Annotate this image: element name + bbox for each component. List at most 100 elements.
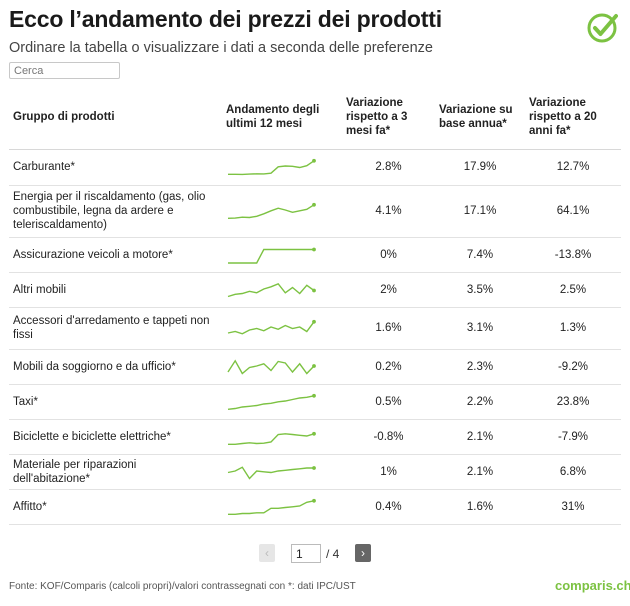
- sparkline-end-point: [312, 319, 316, 324]
- sparkline-line: [228, 499, 315, 515]
- sparkline-line: [227, 358, 315, 375]
- search-input[interactable]: [9, 62, 120, 79]
- sparkline-end-point: [312, 498, 316, 503]
- sparkline-end-point: [312, 158, 316, 163]
- change-20y-cell: -9.2%: [525, 349, 621, 385]
- sparkline-line: [227, 465, 314, 480]
- sparkline-line: [227, 282, 315, 297]
- sparkline-end-point: [312, 288, 316, 292]
- sparkline-end-point: [312, 393, 316, 398]
- trend-sparkline: [228, 247, 316, 264]
- sparkline-line: [227, 321, 315, 335]
- change-20y-cell: -13.8%: [525, 237, 621, 273]
- trend-sparkline-cell: [222, 237, 342, 273]
- trend-sparkline: [228, 158, 316, 176]
- change-20y-cell: 23.8%: [525, 384, 621, 420]
- trend-sparkline-cell: [222, 307, 342, 350]
- change-3m-cell: 1%: [342, 454, 435, 490]
- page-number-input[interactable]: [291, 544, 321, 563]
- table-body: Carburante* 2.8% 17.9% 12.7% Energia per il …: [9, 149, 621, 525]
- change-3m-cell: 2.8%: [342, 149, 435, 186]
- change-20y-cell: 6.8%: [525, 454, 621, 490]
- next-page-button[interactable]: ›: [355, 544, 371, 562]
- change-year-cell: 7.4%: [435, 237, 525, 273]
- change-20y-cell: 12.7%: [525, 149, 621, 186]
- product-group-cell: Energia per il riscaldamento (gas, olio …: [9, 185, 222, 238]
- trend-sparkline: [227, 465, 316, 480]
- page-total: / 4: [326, 547, 340, 561]
- price-table: Gruppo di prodotti Andamento degli ultim…: [9, 86, 621, 525]
- change-3m-cell: 4.1%: [342, 185, 435, 238]
- sparkline-line: [228, 432, 315, 445]
- change-20y-cell: 1.3%: [525, 307, 621, 350]
- product-group-cell: Altri mobili: [9, 272, 222, 308]
- trend-sparkline: [228, 431, 316, 445]
- product-group-cell: Carburante*: [9, 149, 222, 186]
- sparkline-end-point: [312, 202, 316, 207]
- change-3m-cell: 1.6%: [342, 307, 435, 350]
- product-group-cell: Taxi*: [9, 384, 222, 420]
- table-row: Materiale per riparazioni dell'abitazion…: [9, 454, 621, 490]
- change-3m-cell: 0.5%: [342, 384, 435, 420]
- product-group-cell: Materiale per riparazioni dell'abitazion…: [9, 454, 222, 490]
- sparkline-end-point: [312, 465, 316, 470]
- change-20y-cell: 64.1%: [525, 185, 621, 238]
- change-3m-cell: 0.4%: [342, 489, 435, 525]
- change-3m-cell: -0.8%: [342, 419, 435, 455]
- change-3m-cell: 0%: [342, 237, 435, 273]
- change-year-cell: 17.1%: [435, 185, 525, 238]
- sparkline-line: [227, 394, 315, 410]
- checkmark-circle-icon: [587, 13, 618, 43]
- sparkline-end-point: [312, 363, 316, 368]
- table-row: Altri mobili 2% 3.5% 2.5%: [9, 272, 621, 308]
- trend-sparkline-cell: [222, 272, 342, 308]
- trend-sparkline: [227, 358, 316, 375]
- sparkline-end-point: [312, 431, 316, 436]
- change-20y-cell: -7.9%: [525, 419, 621, 455]
- trend-sparkline-cell: [222, 185, 342, 238]
- column-header-group[interactable]: Gruppo di prodotti: [9, 86, 222, 150]
- trend-sparkline-cell: [222, 384, 342, 420]
- trend-sparkline: [227, 202, 316, 219]
- trend-sparkline: [227, 319, 316, 335]
- column-header-change-3m[interactable]: Variazione rispetto a 3 mesi fa*: [342, 86, 435, 150]
- sparkline-line: [228, 248, 314, 264]
- product-group-cell: Biciclette e biciclette elettriche*: [9, 419, 222, 455]
- table-row: Assicurazione veicoli a motore* 0% 7.4% -13…: [9, 237, 621, 273]
- table-row: Carburante* 2.8% 17.9% 12.7%: [9, 149, 621, 186]
- change-year-cell: 3.5%: [435, 272, 525, 308]
- table-row: Taxi* 0.5% 2.2% 23.8%: [9, 384, 621, 420]
- product-group-cell: Mobili da soggiorno e da ufficio*: [9, 349, 222, 385]
- page-title: Ecco l’andamento dei prezzi dei prodotti: [9, 6, 442, 32]
- table-header-row: Gruppo di prodotti Andamento degli ultim…: [9, 86, 621, 150]
- sparkline-end-point: [312, 247, 316, 251]
- change-year-cell: 17.9%: [435, 149, 525, 186]
- column-header-trend[interactable]: Andamento degli ultimi 12 mesi: [222, 86, 342, 150]
- change-year-cell: 2.2%: [435, 384, 525, 420]
- table-row: Biciclette e biciclette elettriche* -0.8%…: [9, 419, 621, 455]
- trend-sparkline-cell: [222, 149, 342, 186]
- previous-page-button[interactable]: ‹: [259, 544, 275, 562]
- trend-sparkline-cell: [222, 489, 342, 525]
- column-header-change-year[interactable]: Variazione su base annua*: [435, 86, 525, 150]
- change-year-cell: 2.3%: [435, 349, 525, 385]
- table-row: Affitto* 0.4% 1.6% 31%: [9, 489, 621, 525]
- trend-sparkline-cell: [222, 419, 342, 455]
- change-3m-cell: 2%: [342, 272, 435, 308]
- product-group-cell: Assicurazione veicoli a motore*: [9, 237, 222, 273]
- page-subtitle: Ordinare la tabella o visualizzare i dat…: [9, 40, 433, 56]
- pagination: ‹ / 4 ›: [0, 544, 630, 564]
- trend-sparkline-cell: [222, 454, 342, 490]
- change-20y-cell: 31%: [525, 489, 621, 525]
- change-20y-cell: 2.5%: [525, 272, 621, 308]
- trend-sparkline: [227, 282, 316, 297]
- table-row: Accessori d'arredamento e tappeti non fi…: [9, 307, 621, 350]
- change-year-cell: 3.1%: [435, 307, 525, 350]
- change-year-cell: 2.1%: [435, 419, 525, 455]
- source-note: Fonte: KOF/Comparis (calcoli propri)/val…: [9, 581, 356, 592]
- change-year-cell: 1.6%: [435, 489, 525, 525]
- column-header-change-20y[interactable]: Variazione rispetto a 20 anni fa*: [525, 86, 621, 150]
- product-group-cell: Affitto*: [9, 489, 222, 525]
- trend-sparkline: [228, 498, 316, 515]
- change-year-cell: 2.1%: [435, 454, 525, 490]
